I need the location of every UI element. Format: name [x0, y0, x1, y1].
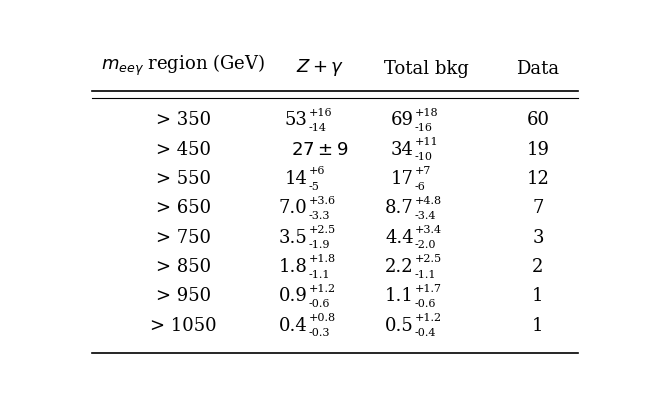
Text: +1.2: +1.2	[415, 312, 442, 322]
Text: -0.3: -0.3	[308, 328, 330, 337]
Text: -16: -16	[415, 123, 433, 133]
Text: 53: 53	[284, 111, 307, 129]
Text: > 1050: > 1050	[150, 316, 216, 334]
Text: > 550: > 550	[156, 170, 211, 187]
Text: -6: -6	[415, 181, 426, 191]
Text: $m_{ee\gamma}$ region (GeV): $m_{ee\gamma}$ region (GeV)	[101, 52, 265, 77]
Text: -0.6: -0.6	[308, 298, 330, 308]
Text: -3.4: -3.4	[415, 210, 436, 220]
Text: 12: 12	[526, 170, 549, 187]
Text: +1.2: +1.2	[308, 283, 336, 293]
Text: 1: 1	[532, 316, 543, 334]
Text: -3.3: -3.3	[308, 210, 330, 220]
Text: +18: +18	[415, 108, 438, 117]
Text: +1.7: +1.7	[415, 283, 441, 293]
Text: -14: -14	[308, 123, 326, 133]
Text: 19: 19	[526, 140, 549, 158]
Text: > 450: > 450	[156, 140, 211, 158]
Text: +3.6: +3.6	[308, 195, 336, 205]
Text: 3.5: 3.5	[279, 228, 307, 246]
Text: > 650: > 650	[156, 199, 211, 217]
Text: 1: 1	[532, 287, 543, 305]
Text: > 350: > 350	[156, 111, 211, 129]
Text: 4.4: 4.4	[385, 228, 414, 246]
Text: +16: +16	[308, 108, 332, 117]
Text: 17: 17	[391, 170, 414, 187]
Text: 0.9: 0.9	[279, 287, 307, 305]
Text: 0.5: 0.5	[385, 316, 414, 334]
Text: 1.1: 1.1	[385, 287, 414, 305]
Text: 14: 14	[284, 170, 307, 187]
Text: -1.9: -1.9	[308, 240, 330, 249]
Text: +6: +6	[308, 166, 325, 176]
Text: +1.8: +1.8	[308, 254, 336, 264]
Text: 0.4: 0.4	[279, 316, 307, 334]
Text: 3: 3	[532, 228, 543, 246]
Text: +3.4: +3.4	[415, 225, 442, 234]
Text: +2.5: +2.5	[308, 225, 336, 234]
Text: -0.4: -0.4	[415, 328, 436, 337]
Text: -1.1: -1.1	[415, 269, 436, 279]
Text: 2: 2	[532, 257, 543, 275]
Text: +2.5: +2.5	[415, 254, 442, 264]
Text: 7: 7	[532, 199, 543, 217]
Text: > 850: > 850	[156, 257, 211, 275]
Text: 8.7: 8.7	[385, 199, 414, 217]
Text: -10: -10	[415, 152, 433, 162]
Text: 60: 60	[526, 111, 549, 129]
Text: 2.2: 2.2	[385, 257, 414, 275]
Text: +4.8: +4.8	[415, 195, 442, 205]
Text: -5: -5	[308, 181, 319, 191]
Text: -2.0: -2.0	[415, 240, 436, 249]
Text: 7.0: 7.0	[279, 199, 307, 217]
Text: +7: +7	[415, 166, 431, 176]
Text: $Z + \gamma$: $Z + \gamma$	[296, 56, 344, 77]
Text: > 950: > 950	[156, 287, 211, 305]
Text: +0.8: +0.8	[308, 312, 336, 322]
Text: Total bkg: Total bkg	[384, 59, 469, 77]
Text: 1.8: 1.8	[279, 257, 307, 275]
Text: 34: 34	[391, 140, 414, 158]
Text: $27 \pm 9$: $27 \pm 9$	[291, 140, 349, 158]
Text: Data: Data	[517, 59, 559, 77]
Text: +11: +11	[415, 137, 438, 147]
Text: -1.1: -1.1	[308, 269, 330, 279]
Text: 69: 69	[390, 111, 414, 129]
Text: -0.6: -0.6	[415, 298, 436, 308]
Text: > 750: > 750	[156, 228, 211, 246]
